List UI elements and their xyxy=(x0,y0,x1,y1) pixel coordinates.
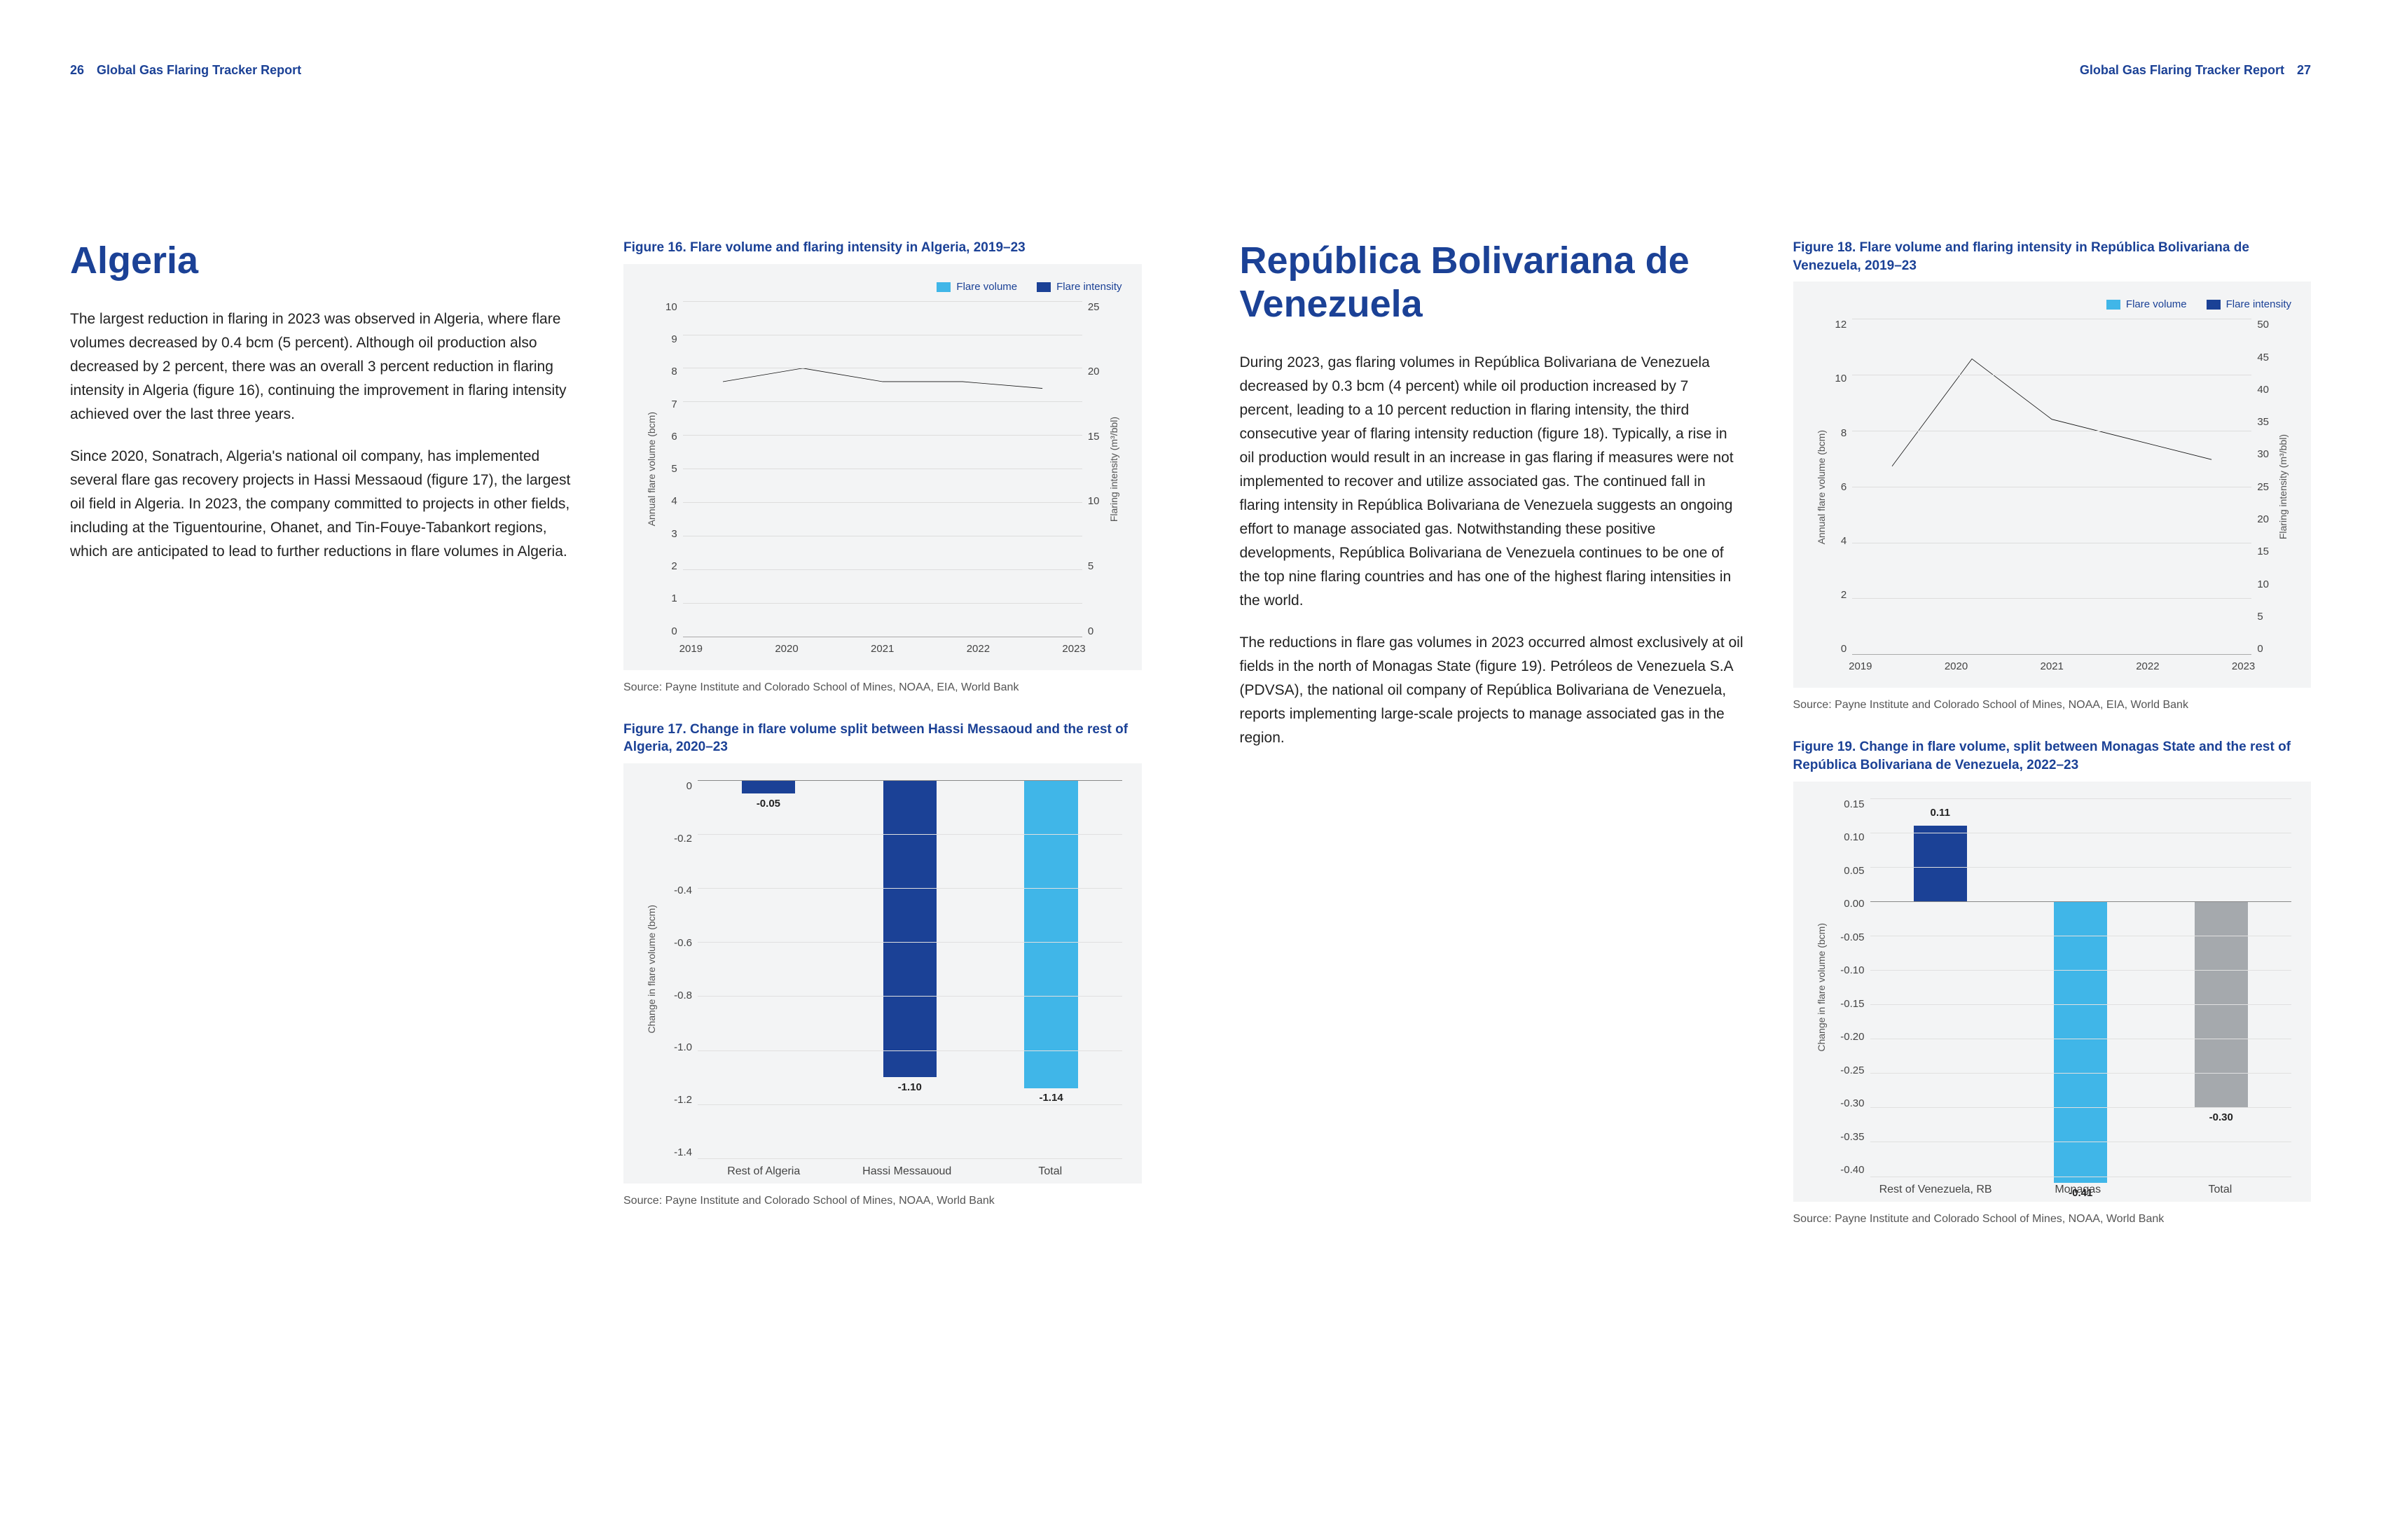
venezuela-heading: República Bolivariana de Venezuela xyxy=(1240,239,1744,326)
fig18-xlabels: 20192020202120222023 xyxy=(1813,660,2292,672)
fig16-yaxis-right: 2520151050 xyxy=(1082,301,1105,637)
fig19-source: Source: Payne Institute and Colorado Sch… xyxy=(1793,1213,2312,1226)
fig16-yaxis-left: 109876543210 xyxy=(660,301,683,637)
fig18-ylabel-vol: Annual flare volume (bcm) xyxy=(1813,430,1830,544)
content-spread: Algeria The largest reduction in flaring… xyxy=(70,239,2311,1226)
fig16-legend: Flare volume Flare intensity xyxy=(643,281,1122,293)
fig18-legend-int: Flare intensity xyxy=(2226,298,2291,310)
figure-17: Figure 17. Change in flare volume split … xyxy=(623,721,1142,1207)
fig18-yaxis-left: 121086420 xyxy=(1830,319,1853,655)
venezuela-section: República Bolivariana de Venezuela Durin… xyxy=(1240,239,2312,1226)
algeria-section: Algeria The largest reduction in flaring… xyxy=(70,239,1142,1226)
algeria-para2: Since 2020, Sonatrach, Algeria's nationa… xyxy=(70,445,574,564)
fig16-legend-vol: Flare volume xyxy=(956,281,1017,293)
fig16-ylabel-int: Flaring intensity (m³/bbl) xyxy=(1105,417,1122,522)
fig18-plot xyxy=(1852,319,2251,655)
fig17-ylabel: Change in flare volume (bcm) xyxy=(643,905,660,1034)
fig16-source: Source: Payne Institute and Colorado Sch… xyxy=(623,681,1142,694)
figure-18: Figure 18. Flare volume and flaring inte… xyxy=(1793,239,2312,712)
fig16-plot xyxy=(683,301,1082,637)
venezuela-para2: The reductions in flare gas volumes in 2… xyxy=(1240,631,1744,750)
report-title-right: Global Gas Flaring Tracker Report xyxy=(2080,63,2284,78)
fig19-yaxis: 0.150.100.050.00-0.05-0.10-0.15-0.20-0.2… xyxy=(1830,798,1870,1177)
fig18-yaxis-right: 50454035302520151050 xyxy=(2251,319,2275,655)
page-number-right: 27 xyxy=(2297,63,2311,78)
fig16-legend-int: Flare intensity xyxy=(1056,281,1122,293)
venezuela-para1: During 2023, gas flaring volumes in Repú… xyxy=(1240,351,1744,613)
figure-19: Figure 19. Change in flare volume, split… xyxy=(1793,738,2312,1225)
report-title-left: Global Gas Flaring Tracker Report xyxy=(97,63,301,78)
fig19-ylabel: Change in flare volume (bcm) xyxy=(1813,923,1830,1052)
fig19-caption: Figure 19. Change in flare volume, split… xyxy=(1793,738,2312,774)
algeria-heading: Algeria xyxy=(70,239,574,282)
fig17-source: Source: Payne Institute and Colorado Sch… xyxy=(623,1195,1142,1207)
figure-16: Figure 16. Flare volume and flaring inte… xyxy=(623,239,1142,694)
fig17-plot: -0.05-1.10-1.14 xyxy=(698,780,1122,1158)
fig18-legend-vol: Flare volume xyxy=(2126,298,2187,310)
fig16-caption: Figure 16. Flare volume and flaring inte… xyxy=(623,239,1142,257)
fig18-caption: Figure 18. Flare volume and flaring inte… xyxy=(1793,239,2312,275)
page-header: 26 Global Gas Flaring Tracker Report Glo… xyxy=(70,63,2311,78)
fig17-yaxis: 0-0.2-0.4-0.6-0.8-1.0-1.2-1.4 xyxy=(660,780,698,1158)
algeria-para1: The largest reduction in flaring in 2023… xyxy=(70,307,574,426)
fig17-caption: Figure 17. Change in flare volume split … xyxy=(623,721,1142,756)
fig16-ylabel-vol: Annual flare volume (bcm) xyxy=(643,412,660,526)
page-number-left: 26 xyxy=(70,63,84,78)
fig17-xlabels: Rest of AlgeriaHassi MessauoudTotal xyxy=(643,1165,1122,1178)
fig16-xlabels: 20192020202120222023 xyxy=(643,643,1122,655)
fig18-ylabel-int: Flaring intensity (m³/bbl) xyxy=(2275,434,2291,539)
fig18-legend: Flare volume Flare intensity xyxy=(1813,298,2292,310)
fig19-plot: 0.11-0.41-0.30 xyxy=(1870,798,2292,1177)
fig18-source: Source: Payne Institute and Colorado Sch… xyxy=(1793,699,2312,712)
